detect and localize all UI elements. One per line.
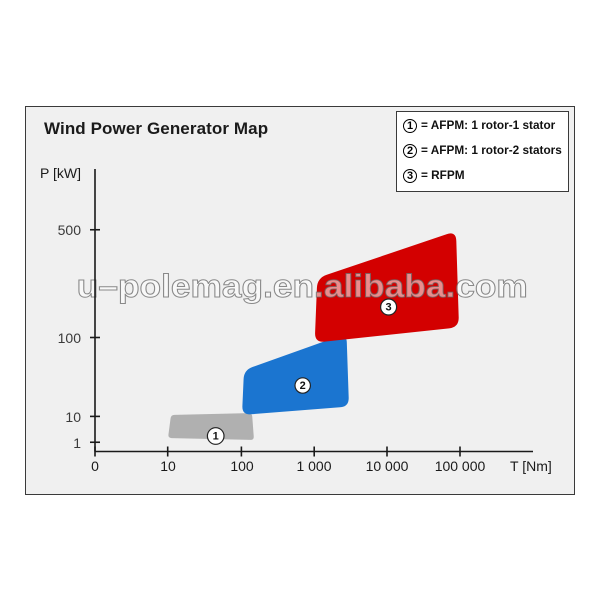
svg-text:u–polemag.en.alibaba.com: u–polemag.en.alibaba.com (77, 268, 528, 304)
svg-text:2: 2 (300, 380, 306, 392)
svg-text:1: 1 (213, 430, 219, 442)
svg-text:3: 3 (386, 301, 392, 313)
